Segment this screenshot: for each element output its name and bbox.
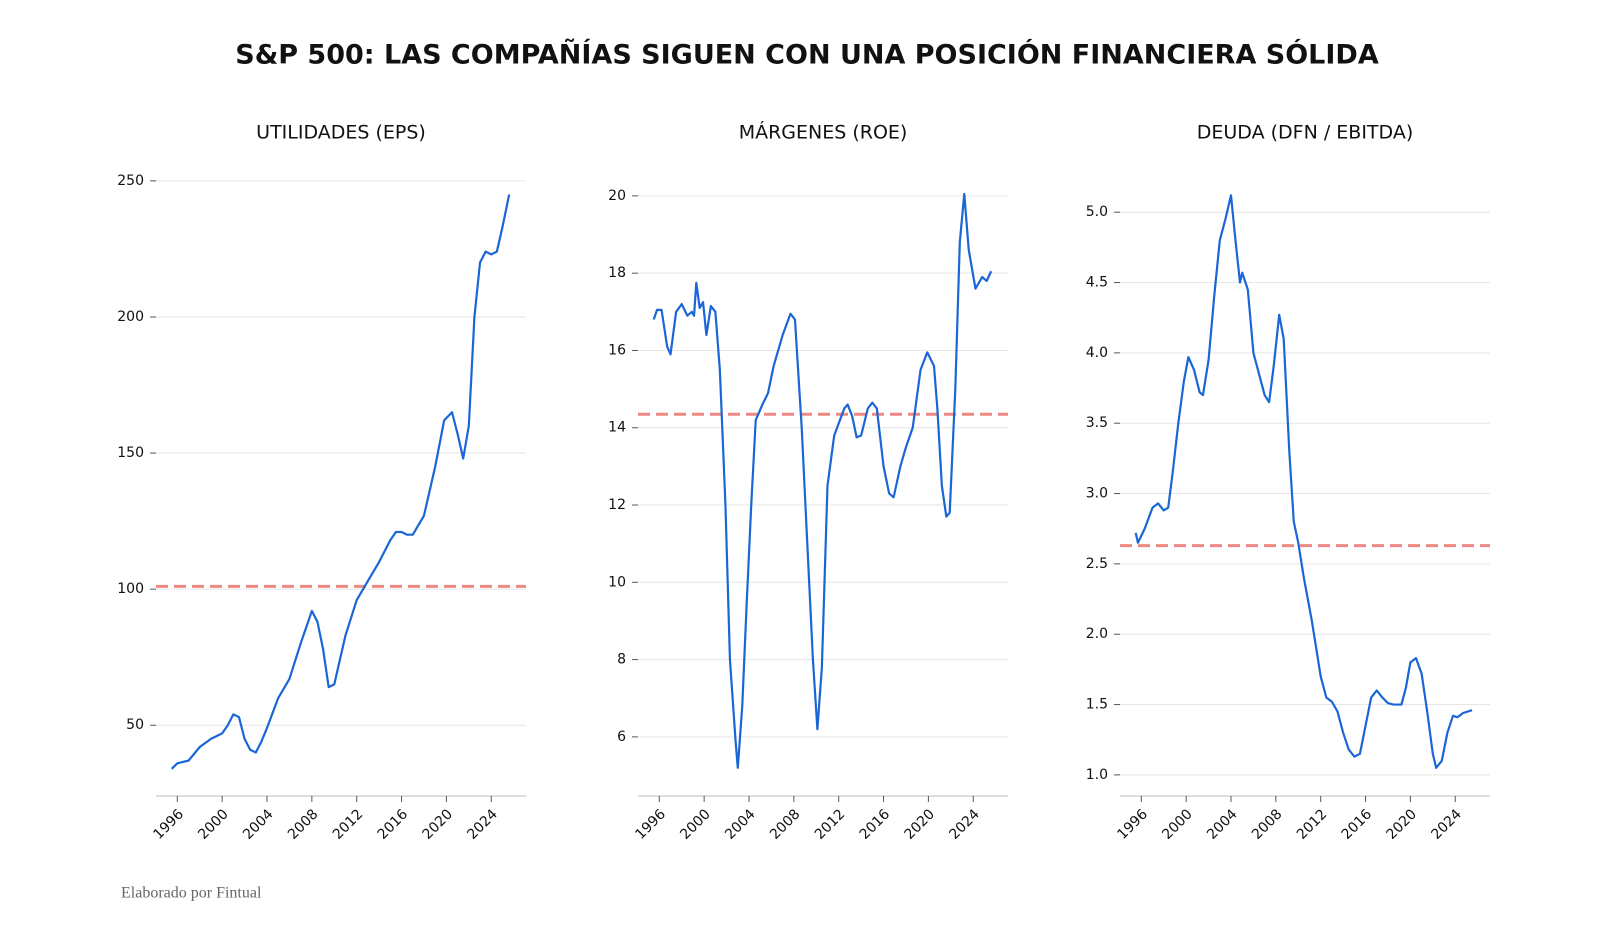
y-tick-label: 2.5 [1086,556,1108,572]
x-tick-label: 2004 [1204,806,1241,843]
y-tick-label: 100 [117,581,144,597]
x-tick-label: 2024 [464,806,501,843]
y-tick-label: 5.0 [1086,204,1108,220]
y-tick-label: 4.5 [1086,275,1108,291]
x-tick-label: 2020 [902,806,939,843]
x-tick-label: 2000 [195,806,232,843]
y-tick-label: 1.0 [1086,767,1108,783]
y-tick-label: 50 [126,717,144,733]
data-line [170,194,511,770]
x-tick-label: 1996 [632,806,669,843]
x-tick-label: 2012 [1294,806,1331,843]
y-tick-label: 250 [117,173,144,189]
panel-title: DEUDA (DFN / EBITDA) [1197,122,1414,144]
y-tick-label: 200 [117,309,144,325]
panel-title: UTILIDADES (EPS) [256,122,426,144]
data-line [1134,194,1473,769]
y-tick-label: 2.0 [1086,626,1108,642]
data-line [652,192,993,769]
y-tick-label: 18 [608,265,626,281]
y-tick-label: 14 [608,420,626,436]
y-tick-label: 4.0 [1086,345,1108,361]
y-tick-label: 1.5 [1086,697,1108,713]
panel-title: MÁRGENES (ROE) [739,121,908,144]
footer: Elaborado por Fintual [121,885,262,902]
y-tick-label: 6 [617,729,626,745]
y-tick-label: 20 [608,188,626,204]
x-tick-label: 1996 [1114,806,1151,843]
x-tick-label: 2016 [1339,806,1376,843]
y-tick-label: 3.5 [1086,415,1108,431]
y-tick-label: 3.0 [1086,486,1108,502]
x-tick-label: 2004 [240,806,277,843]
x-tick-label: 2004 [722,806,759,843]
x-tick-label: 2012 [330,806,367,843]
x-tick-label: 2024 [1428,806,1465,843]
y-tick-label: 10 [608,574,626,590]
x-tick-label: 2012 [812,806,849,843]
x-tick-label: 2000 [677,806,714,843]
x-tick-label: 2008 [767,806,804,843]
x-tick-label: 2016 [375,806,412,843]
y-tick-label: 150 [117,445,144,461]
x-tick-label: 2020 [420,806,457,843]
y-tick-label: 12 [608,497,626,513]
x-tick-label: 2008 [285,806,322,843]
x-tick-label: 2008 [1249,806,1286,843]
x-tick-label: 2016 [857,806,894,843]
y-tick-label: 8 [617,652,626,668]
y-tick-label: 16 [608,342,626,358]
figure-title: S&P 500: LAS COMPAÑÍAS SIGUEN CON UNA PO… [235,39,1379,71]
x-tick-label: 2024 [946,806,983,843]
x-tick-label: 1996 [150,806,187,843]
x-tick-label: 2020 [1384,806,1421,843]
x-tick-label: 2000 [1159,806,1196,843]
